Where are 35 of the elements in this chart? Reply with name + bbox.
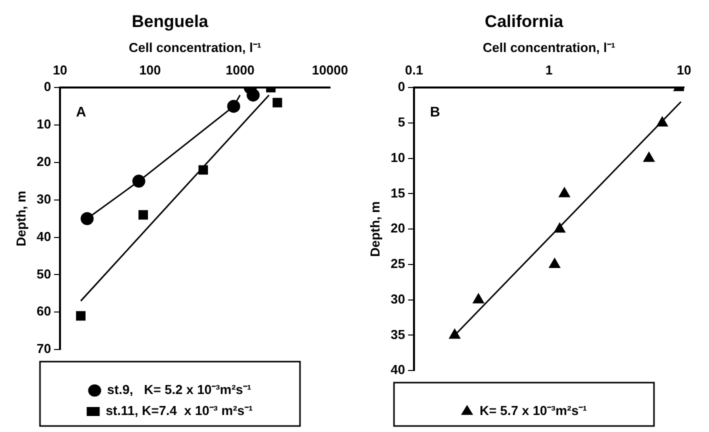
y-tick-label: 10 — [390, 150, 406, 165]
y-tick-label: 40 — [36, 228, 52, 244]
y-tick-label: 70 — [36, 341, 52, 356]
x-tick-label: 100 — [139, 62, 161, 78]
y-axis-title: Depth, m — [367, 201, 382, 257]
y-tick-label: 0 — [398, 79, 406, 94]
x-tick-label: 1 — [545, 62, 553, 78]
y-tick-label: 20 — [390, 220, 406, 236]
legend-label: K= 5.7 x 10⁻³m²s⁻¹ — [480, 403, 587, 418]
x-tick-label: 0.1 — [405, 62, 424, 78]
chart-title: California — [484, 12, 564, 31]
y-axis-title: Depth, m — [13, 190, 28, 246]
legend-label: st.9, K= 5.2 x 10⁻³m²s⁻¹ — [107, 382, 252, 398]
y-tick-label: 20 — [36, 154, 52, 170]
chart-title: Benguela — [132, 12, 209, 31]
x-tick-label: 10000 — [312, 62, 348, 78]
y-tick-label: 60 — [36, 304, 52, 319]
x-axis-title: Cell concentration, l⁻¹ — [128, 40, 262, 55]
y-tick-label: 0 — [44, 79, 52, 94]
y-tick-label: 40 — [390, 362, 406, 378]
legend-label: st.11, K=7.4 x 10⁻³ m²s⁻¹ — [106, 403, 253, 418]
annotation: A — [76, 103, 86, 120]
x-tick-label: 10 — [676, 62, 692, 78]
x-tick-label: 10 — [52, 62, 68, 78]
y-tick-label: 30 — [36, 191, 52, 206]
x-axis-title: Cell concentration, l⁻¹ — [482, 40, 616, 55]
annotation: B — [430, 103, 440, 120]
y-tick-label: 5 — [398, 114, 406, 130]
y-tick-label: 50 — [36, 266, 52, 282]
y-tick-label: 25 — [390, 256, 406, 272]
y-tick-label: 15 — [390, 185, 406, 200]
y-tick-label: 10 — [36, 116, 52, 132]
y-tick-label: 30 — [390, 291, 406, 306]
x-tick-label: 1000 — [226, 62, 254, 78]
y-tick-label: 35 — [390, 326, 406, 342]
